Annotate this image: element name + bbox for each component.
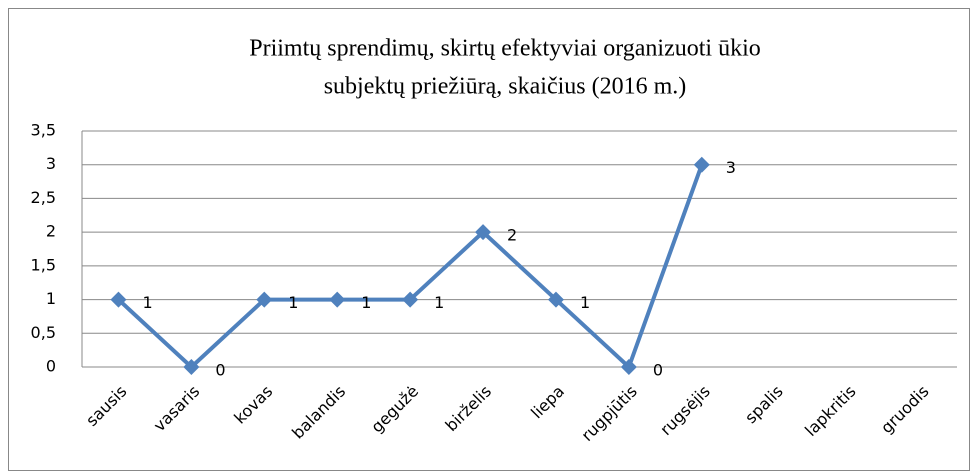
data-label: 3 xyxy=(726,158,736,177)
marker xyxy=(110,291,127,308)
y-tick-label: 3 xyxy=(46,154,56,173)
y-tick-label: 2 xyxy=(46,222,56,241)
chart-title: Priimtų sprendimų, skirtų efektyviai org… xyxy=(249,36,761,62)
y-tick-label: 3,5 xyxy=(31,121,56,140)
marker xyxy=(693,156,710,173)
data-label: 1 xyxy=(288,293,298,312)
data-label: 1 xyxy=(434,293,444,312)
marker xyxy=(329,291,346,308)
data-label: 2 xyxy=(507,226,517,245)
marker xyxy=(183,359,200,375)
data-label: 1 xyxy=(361,293,371,312)
marker xyxy=(402,291,419,308)
chart-title: subjektų priežiūrą, skaičius (2016 m.) xyxy=(324,74,687,100)
marker xyxy=(256,291,273,308)
data-label: 1 xyxy=(142,293,152,312)
data-label: 1 xyxy=(580,293,590,312)
data-label: 0 xyxy=(215,361,225,380)
marker xyxy=(620,359,637,375)
marker xyxy=(475,224,492,241)
marker xyxy=(547,291,564,308)
y-tick-label: 1 xyxy=(46,289,56,308)
y-tick-label: 1,5 xyxy=(31,255,56,274)
y-tick-label: 0,5 xyxy=(31,323,56,342)
y-tick-label: 2,5 xyxy=(31,188,56,207)
data-label: 0 xyxy=(653,361,663,380)
y-tick-label: 0 xyxy=(46,357,56,376)
